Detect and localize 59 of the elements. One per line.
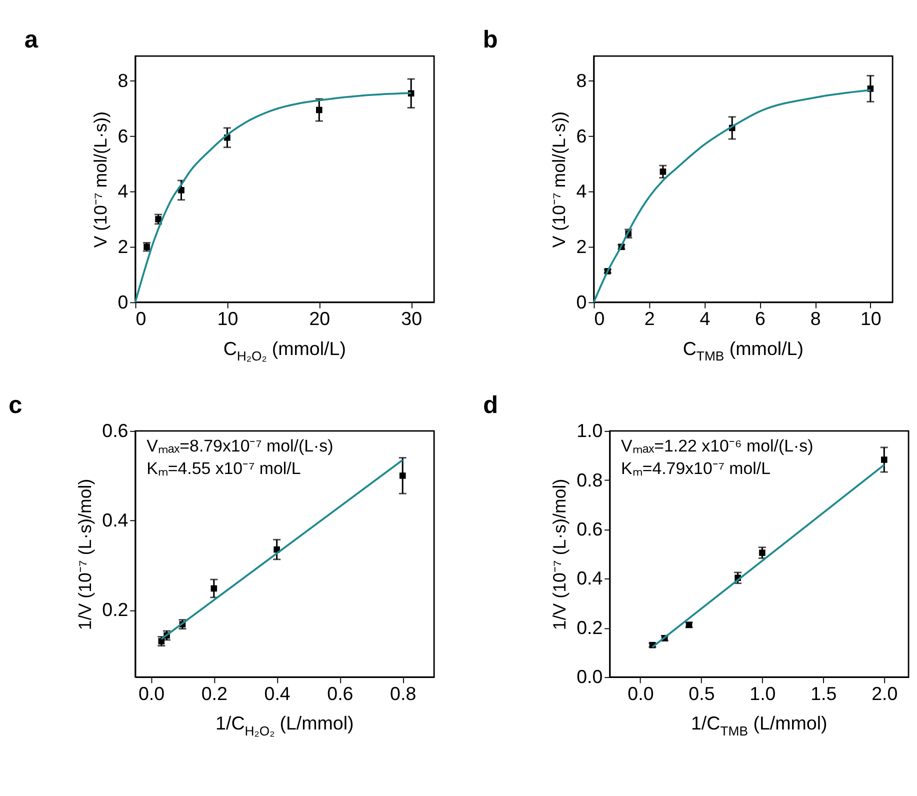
- x-tick-label: 0.0: [138, 683, 165, 704]
- y-tick-label: 2: [118, 236, 128, 257]
- annotation: Vₘₐₓ=1.22 x10⁻⁶ mol/(L·s): [621, 436, 814, 456]
- y-tick-label: 6: [576, 125, 587, 146]
- y-tick-label: 1.0: [576, 420, 603, 442]
- x-tick-label: 0.4: [264, 683, 290, 704]
- y-axis-title: V (10⁻⁷ mol/(L·s)): [90, 111, 111, 248]
- y-tick-label: 0: [118, 291, 128, 312]
- y-tick-label: 0.6: [102, 420, 128, 442]
- y-tick-label: 4: [576, 180, 587, 202]
- point: [210, 585, 218, 592]
- annotation: Kₘ=4.79x10⁻⁷ mol/L: [621, 459, 771, 478]
- y-tick-label: 0.4: [102, 510, 128, 531]
- chart-title: c: [8, 392, 22, 420]
- x-tick-label: 0.2: [201, 683, 228, 704]
- point: [155, 216, 162, 222]
- y-axis-title: V (10⁻⁷ mol/(L·s)): [549, 111, 570, 248]
- y-tick-label: 8: [576, 70, 587, 92]
- x-tick-label: 0: [136, 308, 146, 330]
- y-tick-label: 0.2: [102, 599, 128, 620]
- x-tick-label: 8: [810, 308, 821, 330]
- chart-title: a: [24, 26, 38, 54]
- x-tick-label: 20: [309, 308, 330, 330]
- x-tick-label: 1.0: [750, 683, 776, 704]
- y-tick-label: 0.4: [576, 568, 603, 589]
- x-tick-label: 1.5: [810, 683, 837, 704]
- x-tick-label: 30: [401, 308, 422, 330]
- x-tick-label: 10: [860, 308, 882, 330]
- y-tick-label: 8: [118, 70, 128, 92]
- x-tick-label: 0.6: [327, 683, 354, 704]
- y-tick-label: 0.0: [576, 666, 603, 688]
- x-tick-label: 2: [644, 308, 655, 330]
- x-tick-label: 6: [755, 308, 766, 330]
- annotation: Vₘₐₓ=8.79x10⁻⁷ mol/(L·s): [146, 436, 334, 456]
- chart-title: d: [483, 392, 498, 420]
- annotation: Kₘ=4.55 x10⁻⁷ mol/L: [146, 459, 301, 478]
- y-tick-label: 0: [576, 291, 587, 312]
- x-tick-label: 0.0: [628, 683, 654, 704]
- x-tick-label: 10: [217, 308, 238, 330]
- point: [316, 106, 322, 114]
- y-tick-label: 4: [118, 180, 128, 202]
- point: [759, 550, 766, 556]
- point: [660, 168, 666, 175]
- y-tick-label: 0.8: [576, 469, 603, 490]
- point: [399, 472, 406, 479]
- point: [158, 638, 165, 644]
- point: [144, 244, 150, 250]
- x-tick-label: 4: [700, 308, 710, 330]
- x-tick-label: 2.0: [872, 683, 898, 704]
- point: [881, 456, 888, 463]
- chart-title: b: [482, 26, 498, 54]
- y-tick-label: 6: [118, 125, 128, 146]
- y-tick-label: 0.6: [576, 518, 603, 540]
- y-tick-label: 0.2: [576, 616, 603, 638]
- y-axis-title: 1/V (10⁻⁷ (L·s)/mol): [74, 478, 95, 630]
- x-tick-label: 0.8: [390, 683, 416, 704]
- y-axis-title: 1/V (10⁻⁷ (L·s)/mol): [549, 478, 570, 630]
- y-tick-label: 2: [576, 236, 587, 257]
- x-tick-label: 0.5: [688, 683, 715, 704]
